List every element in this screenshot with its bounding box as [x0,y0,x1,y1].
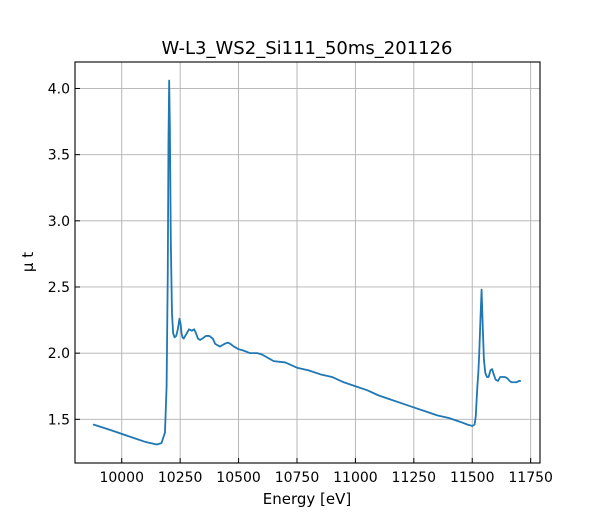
x-tick-label: 11000 [333,470,378,486]
grid [75,62,540,463]
x-tick-label: 10250 [158,470,203,486]
x-tick-label: 10750 [275,470,320,486]
y-tick-label: 3.5 [48,148,70,164]
x-axis-label: Energy [eV] [263,490,351,508]
x-tick-label: 11250 [392,470,437,486]
x-tick-label: 10500 [216,470,261,486]
x-tick-label: 10000 [99,470,144,486]
y-axis-label: μ t [19,252,37,272]
x-tick-label: 11750 [508,470,553,486]
y-tick-label: 2.5 [48,280,70,296]
series-layer [92,79,522,446]
y-tick-label: 3.0 [48,214,70,230]
spectrum-line [92,79,522,446]
axis-ticks: 10000 10250 10500 10750 11000 11250 11500 11750… [48,81,553,486]
x-tick-label: 11500 [450,470,495,486]
chart-title: W-L3_WS2_Si111_50ms_201126 [161,38,452,59]
y-tick-label: 2.0 [48,346,70,362]
y-tick-label: 1.5 [48,412,70,428]
plot-frame [74,61,541,464]
y-tick-label: 4.0 [48,81,70,97]
